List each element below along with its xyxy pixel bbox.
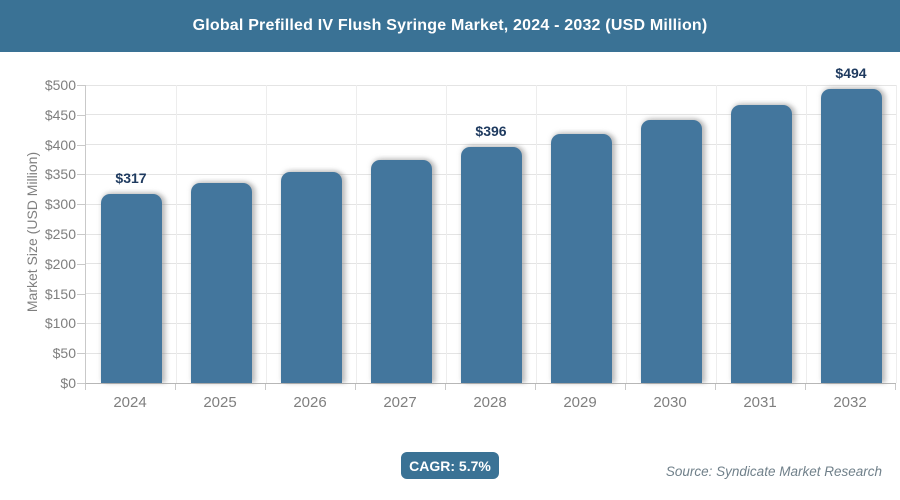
y-axis-title: Market Size (USD Million) (24, 151, 40, 313)
gridline-horizontal (86, 84, 896, 86)
bar-2027 (370, 160, 432, 383)
x-axis-tick (895, 384, 896, 390)
y-axis-tick (77, 383, 85, 384)
y-axis-tick (77, 353, 85, 355)
gridline-horizontal (86, 144, 896, 146)
y-axis-tick (77, 144, 85, 146)
gridline-vertical (355, 85, 357, 383)
y-axis-tick-label: $500 (44, 77, 76, 93)
y-axis-tick (77, 263, 85, 265)
y-axis-tick-label: $50 (52, 345, 76, 362)
y-axis-tick-label: $450 (44, 106, 76, 123)
x-axis-label-2032: 2032 (833, 394, 867, 411)
bar-2030 (640, 119, 702, 383)
y-axis-tick (77, 114, 85, 116)
bar-2024 (100, 194, 162, 383)
y-axis-tick (77, 323, 85, 325)
x-axis-tick (715, 384, 716, 390)
x-axis-label-2031: 2031 (743, 394, 777, 411)
bar-2025 (190, 183, 252, 383)
bar-value-label-2032: $494 (835, 64, 867, 81)
x-axis-label-2026: 2026 (293, 394, 327, 411)
y-axis-tick (77, 204, 85, 206)
gridline-vertical (895, 85, 897, 383)
plot-area: $317 $396 $494 (85, 65, 897, 384)
source-text: Source: Syndicate Market Research (665, 464, 882, 479)
x-axis-tick (355, 384, 356, 390)
y-axis-tick (77, 174, 85, 176)
x-axis-tick (85, 384, 86, 390)
gridline-vertical (445, 85, 447, 383)
x-axis-label-2028: 2028 (473, 394, 507, 411)
gridline-vertical (175, 85, 177, 383)
chart-title: Global Prefilled IV Flush Syringe Market… (192, 17, 708, 34)
bar-2032 (820, 88, 882, 383)
x-axis-tick (625, 384, 626, 390)
gridline-vertical (805, 85, 807, 383)
gridline-vertical (625, 85, 627, 383)
gridline-vertical (535, 85, 537, 383)
bar-2031 (730, 104, 792, 383)
bar-2029 (550, 133, 612, 383)
y-axis-tick (77, 85, 85, 86)
x-axis-label-2024: 2024 (113, 394, 147, 411)
y-axis-tick (77, 293, 85, 295)
bar-2026 (280, 172, 342, 383)
bar-value-label-2028: $396 (475, 122, 507, 139)
x-axis-label-2030: 2030 (653, 394, 687, 411)
x-axis-tick (535, 384, 536, 390)
x-axis-label-2027: 2027 (383, 394, 417, 411)
x-axis-tick (805, 384, 806, 390)
bar-2028 (460, 146, 522, 383)
bar-value-label-2024: $317 (115, 170, 147, 187)
y-axis-tick (77, 234, 85, 235)
x-axis-tick (445, 384, 446, 390)
y-axis-tick-label: $0 (60, 375, 76, 391)
gridline-vertical (715, 85, 717, 383)
gridline-vertical (265, 85, 267, 383)
gridline-horizontal (86, 114, 896, 116)
chart-title-bar: Global Prefilled IV Flush Syringe Market… (0, 0, 900, 52)
x-axis-tick (175, 384, 176, 390)
cagr-badge: CAGR: 5.7% (401, 452, 499, 479)
x-axis-label-2025: 2025 (203, 394, 237, 411)
x-axis-tick (265, 384, 266, 390)
x-axis-label-2029: 2029 (563, 394, 597, 411)
